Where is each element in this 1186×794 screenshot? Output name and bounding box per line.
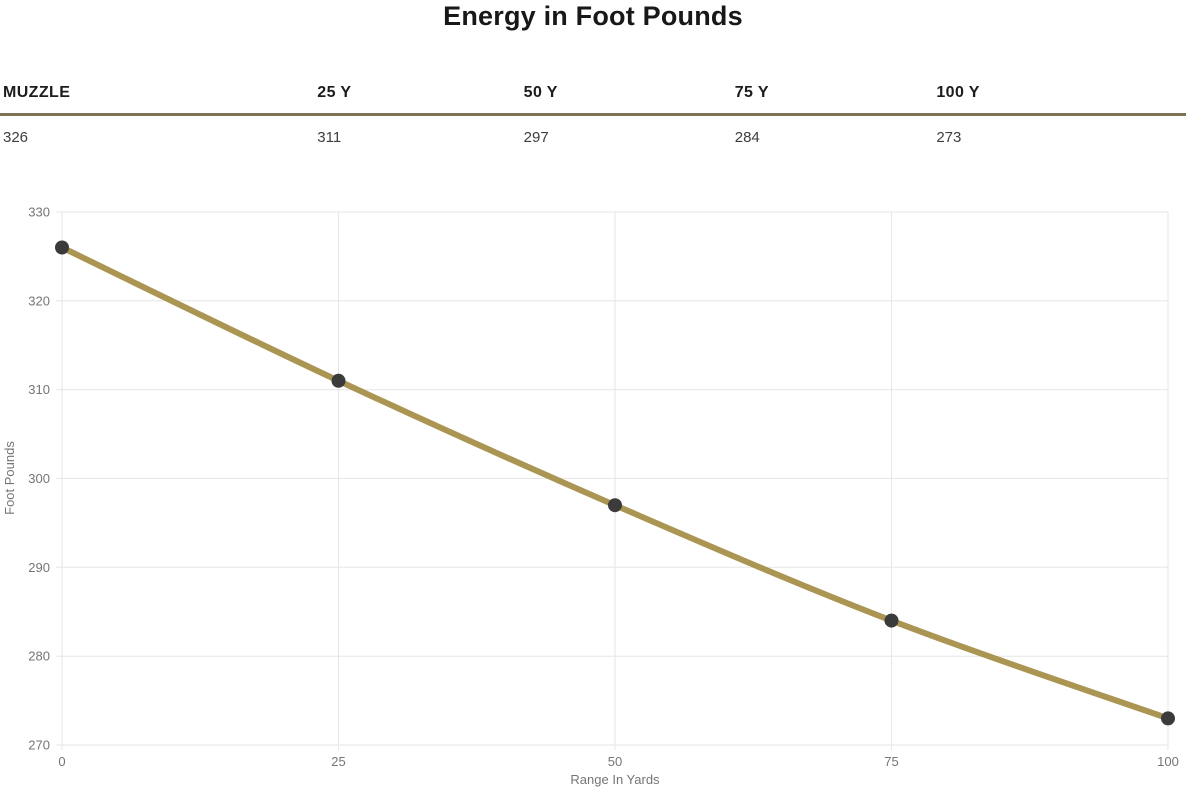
- table-header-25y: 25 Y: [314, 84, 521, 116]
- page-title: Energy in Foot Pounds: [443, 1, 743, 31]
- x-tick-label: 75: [884, 754, 898, 769]
- y-tick-label: 270: [28, 738, 50, 753]
- table-header-75y: 75 Y: [731, 84, 934, 116]
- data-point-marker[interactable]: [608, 498, 622, 513]
- table-value-muzzle: 326: [3, 129, 29, 146]
- table-value-100y: 273: [936, 129, 962, 146]
- x-tick-label: 0: [58, 754, 65, 769]
- table-header-100y: 100 Y: [933, 84, 1186, 116]
- energy-line-chart[interactable]: 270 280 290 300 310 320 330 0 25 50 75 100 Foot Poun…: [0, 195, 1186, 794]
- x-tick-label: 50: [608, 754, 622, 769]
- y-tick-label: 320: [28, 293, 50, 308]
- data-point-marker[interactable]: [1161, 711, 1175, 726]
- x-axis-title: Range In Yards: [570, 772, 660, 787]
- table-value-25y: 311: [317, 129, 342, 146]
- chart-canvas[interactable]: 270 280 290 300 310 320 330 0 25 50 75 100 Foot Poun…: [0, 195, 1186, 794]
- energy-table: MUZZLE 25 Y 50 Y 75 Y 100 Y 326 311 297 …: [0, 84, 1186, 146]
- x-tick-label: 100: [1157, 754, 1179, 769]
- table-value-75y: 284: [734, 129, 760, 146]
- data-point-marker[interactable]: [331, 373, 346, 388]
- table-value-row: 326 311 297 284 273: [0, 115, 1186, 146]
- table-value-50y: 297: [523, 129, 549, 146]
- table-header-muzzle: MUZZLE: [0, 84, 315, 116]
- y-tick-label: 300: [28, 471, 50, 486]
- data-point-marker[interactable]: [884, 613, 899, 628]
- data-point-marker[interactable]: [55, 240, 69, 255]
- y-tick-label: 280: [28, 649, 50, 664]
- y-axis-title: Foot Pounds: [2, 441, 17, 515]
- y-tick-label: 290: [28, 560, 50, 575]
- table-header-row: MUZZLE 25 Y 50 Y 75 Y 100 Y: [0, 84, 1186, 116]
- y-tick-label: 330: [28, 205, 50, 220]
- table-header-50y: 50 Y: [520, 84, 732, 116]
- y-tick-label: 310: [28, 382, 50, 397]
- x-tick-label: 25: [331, 754, 345, 769]
